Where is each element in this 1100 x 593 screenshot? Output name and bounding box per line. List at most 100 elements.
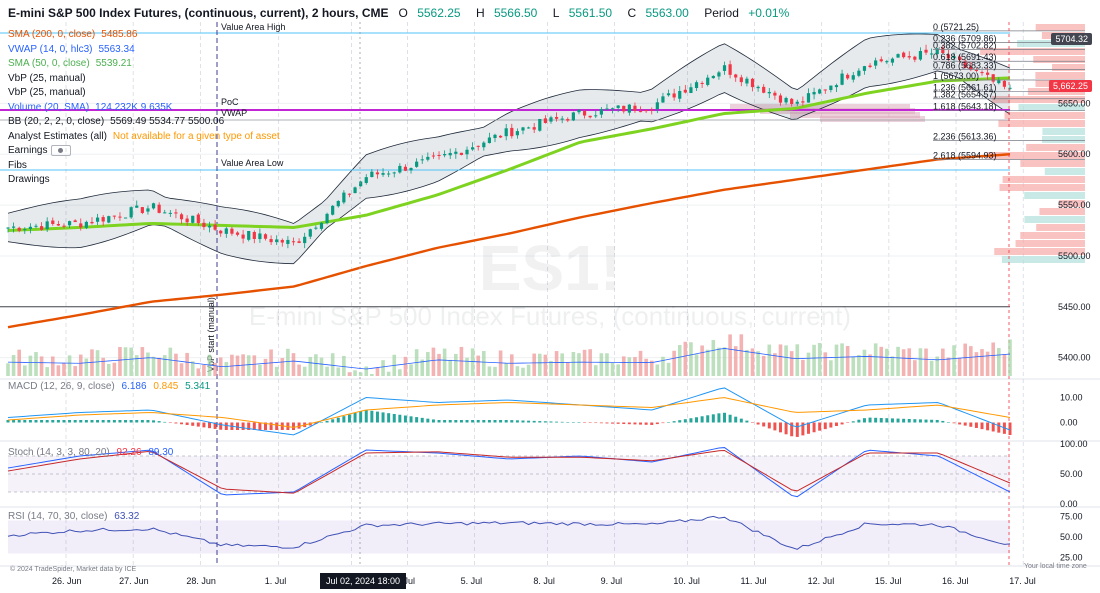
volume-profile-bar <box>1044 168 1085 175</box>
volume-bar <box>918 348 923 376</box>
indicator-legend-item[interactable]: VbP (25, manual) <box>8 73 86 84</box>
candle-body <box>1002 80 1007 87</box>
macd-histogram-bar <box>952 422 956 424</box>
macd-histogram-bar <box>403 415 407 423</box>
volume-bar <box>582 349 587 376</box>
volume-bar <box>845 345 850 376</box>
macd-histogram-bar <box>96 420 100 423</box>
candle-body <box>846 74 850 79</box>
indicator-legend-item[interactable]: Fibs <box>8 160 27 171</box>
macd-histogram-bar <box>986 422 990 431</box>
volume-bar <box>73 366 77 376</box>
candle-body <box>879 59 883 62</box>
candle-body <box>51 220 55 225</box>
candle-body <box>762 86 766 93</box>
indicator-legend-item[interactable]: Drawings <box>8 174 50 185</box>
candle-body <box>241 234 245 239</box>
macd-histogram-bar <box>974 422 978 428</box>
volume-bar <box>627 357 632 376</box>
macd-histogram-bar <box>241 422 245 430</box>
indicator-legend-item[interactable]: VWAP (14, 0, hlc3) 5563.34 <box>8 44 135 55</box>
candle-body <box>918 51 923 60</box>
candle-body <box>834 85 839 88</box>
indicator-name: SMA (200, 0, close) <box>8 29 96 40</box>
stoch-axis-label: 50.00 <box>1060 469 1083 479</box>
volume-bar <box>980 349 984 376</box>
macd-histogram-bar <box>997 422 1001 433</box>
macd-histogram-bar <box>252 422 256 430</box>
candle-body <box>342 192 346 203</box>
stoch-legend[interactable]: Stoch (14, 3, 3, 80, 20) 92.26 89.30 <box>8 447 173 458</box>
volume-bar <box>431 347 436 376</box>
macd-hist-value: 5.341 <box>185 381 211 392</box>
candle-body <box>610 108 615 110</box>
macd-histogram-bar <box>1008 422 1012 435</box>
volume-bar <box>230 354 234 376</box>
candle-body <box>140 207 144 213</box>
macd-histogram-bar <box>801 422 805 436</box>
candle-body <box>543 118 547 123</box>
volume-bar <box>649 360 654 376</box>
volume-bar <box>202 364 206 376</box>
macd-axis-label: 0.00 <box>1060 418 1078 428</box>
volume-bar <box>672 350 676 376</box>
volume-bar <box>140 347 145 376</box>
volume-bar <box>11 355 16 376</box>
time-axis-label: 17. Jul <box>1009 576 1036 586</box>
volume-bar <box>1008 339 1012 376</box>
volume-bar <box>370 374 374 376</box>
volume-bar <box>616 364 620 376</box>
macd-histogram-bar <box>846 422 850 423</box>
macd-legend[interactable]: MACD (12, 26, 9, close) 6.186 0.845 5.34… <box>8 381 210 392</box>
eye-icon[interactable] <box>51 145 72 156</box>
rsi-legend[interactable]: RSI (14, 70, 30, close) 63.32 <box>8 511 139 522</box>
candle-body <box>941 48 945 54</box>
indicator-legend-item[interactable]: Analyst Estimates (all) Not available for… <box>8 131 280 142</box>
indicator-value: 5569.49 5534.77 5500.06 <box>110 116 225 127</box>
close-label: C <box>627 6 637 20</box>
candle-body <box>890 58 895 63</box>
macd-histogram-bar <box>717 413 721 423</box>
price-axis-label: 5650.00 <box>1058 98 1091 108</box>
volume-bar <box>308 356 313 376</box>
time-axis-label: 10. Jul <box>673 576 700 586</box>
rsi-axis-label: 25.00 <box>1060 553 1083 563</box>
volume-bar <box>493 366 497 376</box>
macd-histogram-bar <box>146 420 150 423</box>
indicator-legend-item[interactable]: SMA (200, 0, close) 5485.86 <box>8 29 137 40</box>
candle-body <box>874 60 878 66</box>
candle-body <box>174 212 178 214</box>
indicator-legend-item[interactable]: BB (20, 2, 2, 0, close) 5569.49 5534.77 5… <box>8 116 224 127</box>
macd-histogram-bar <box>68 420 72 423</box>
macd-histogram-bar <box>168 422 172 423</box>
macd-histogram-bar <box>840 422 844 425</box>
volume-profile-bar <box>1026 144 1085 151</box>
time-axis-label: 8. Jul <box>533 576 555 586</box>
volume-bar <box>969 346 973 376</box>
macd-histogram-bar <box>834 422 838 426</box>
volume-bar <box>50 356 55 376</box>
macd-histogram-bar <box>538 421 542 423</box>
volume-bar <box>437 353 441 376</box>
timezone-button[interactable]: Your local time zone <box>1024 563 1087 570</box>
candle-body <box>476 145 480 147</box>
macd-histogram-bar <box>375 411 379 423</box>
indicator-legend-item[interactable]: Volume (20, SMA) 124.232K 9.635K <box>8 102 172 113</box>
macd-histogram-bar <box>34 420 38 423</box>
macd-histogram-bar <box>73 420 77 423</box>
symbol-title[interactable]: E-mini S&P 500 Index Futures, (continuou… <box>8 6 389 20</box>
volume-profile-bar <box>998 120 1085 127</box>
macd-histogram-bar <box>767 422 771 429</box>
indicator-legend-item[interactable]: VbP (25, manual) <box>8 87 86 98</box>
macd-histogram-bar <box>941 420 945 423</box>
candle-body <box>728 64 732 75</box>
macd-histogram-bar <box>667 422 671 423</box>
rsi-axis-label: 50.00 <box>1060 532 1083 542</box>
volume-bar <box>386 371 391 376</box>
candle-body <box>499 135 503 138</box>
indicator-legend-item[interactable]: Earnings <box>8 145 72 156</box>
indicator-legend-item[interactable]: SMA (50, 0, close) 5539.21 <box>8 58 132 69</box>
macd-histogram-bar <box>325 420 329 423</box>
candle-body <box>650 109 654 111</box>
